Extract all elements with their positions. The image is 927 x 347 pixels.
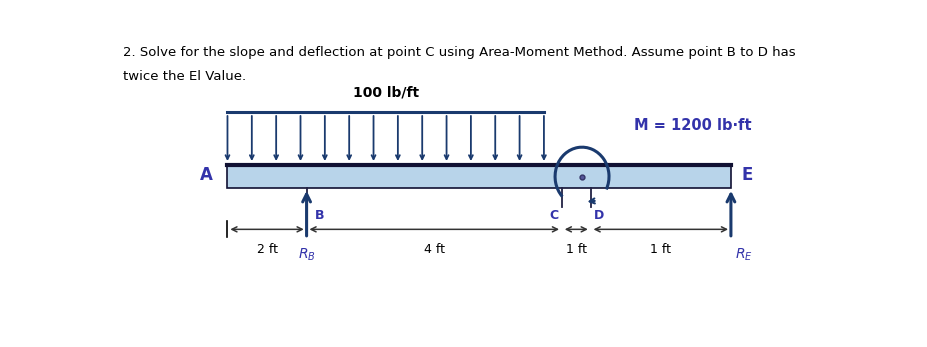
Text: E: E — [741, 166, 753, 184]
Bar — [227, 165, 730, 188]
Text: 2. Solve for the slope and deflection at point C using Area-Moment Method. Assum: 2. Solve for the slope and deflection at… — [123, 46, 795, 59]
Text: D: D — [593, 209, 603, 222]
Text: 4 ft: 4 ft — [424, 243, 444, 256]
Text: C: C — [549, 209, 558, 222]
Text: twice the El Value.: twice the El Value. — [123, 70, 246, 83]
Text: M = 1200 lb·ft: M = 1200 lb·ft — [633, 118, 751, 133]
Text: A: A — [200, 166, 213, 184]
Text: 1 ft: 1 ft — [565, 243, 586, 256]
Text: 1 ft: 1 ft — [650, 243, 670, 256]
Text: B: B — [315, 209, 324, 222]
Text: $R_E$: $R_E$ — [734, 247, 752, 263]
Text: $R_B$: $R_B$ — [298, 247, 315, 263]
Text: 2 ft: 2 ft — [256, 243, 277, 256]
Text: 100 lb/ft: 100 lb/ft — [352, 86, 418, 100]
